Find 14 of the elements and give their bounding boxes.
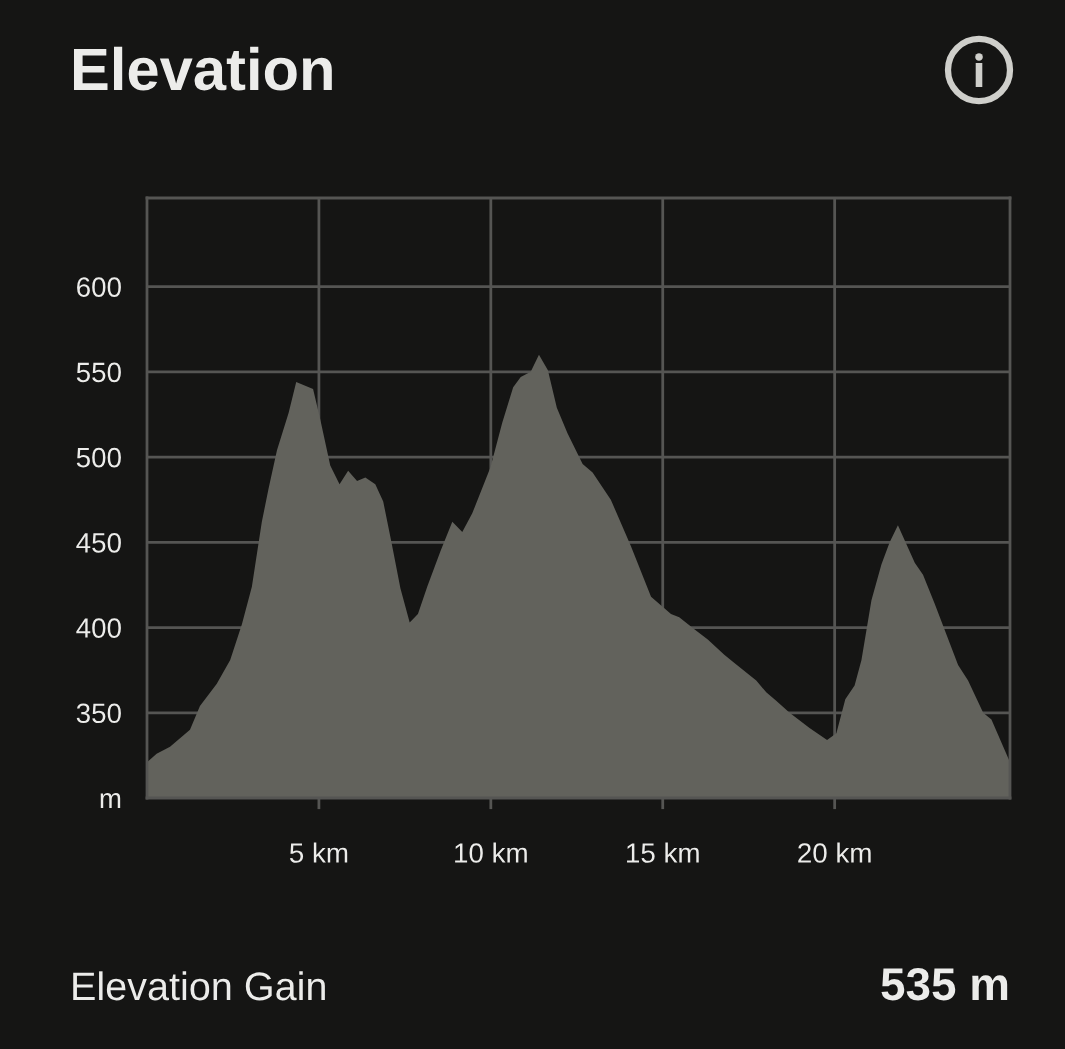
y-tick-label: 450 <box>76 532 121 553</box>
chart-title: Elevation <box>73 46 332 91</box>
y-tick-label: 600 <box>77 277 121 297</box>
y-tick-label: 350 <box>76 703 121 724</box>
text: Elevation Gain <box>73 971 325 1001</box>
x-tick-label: 10 km <box>455 842 527 863</box>
y-tick-label: m <box>100 793 121 809</box>
x-tick-label: 5 km <box>289 842 348 863</box>
x-tick-label: 20 km <box>798 842 871 863</box>
y-tick-label: 500 <box>76 447 121 468</box>
y-tick-label: 550 <box>76 362 121 383</box>
y-tick-label: 400 <box>76 618 121 638</box>
x-tick-label: 15 km <box>627 842 699 863</box>
text: 535 m <box>881 968 1008 1001</box>
